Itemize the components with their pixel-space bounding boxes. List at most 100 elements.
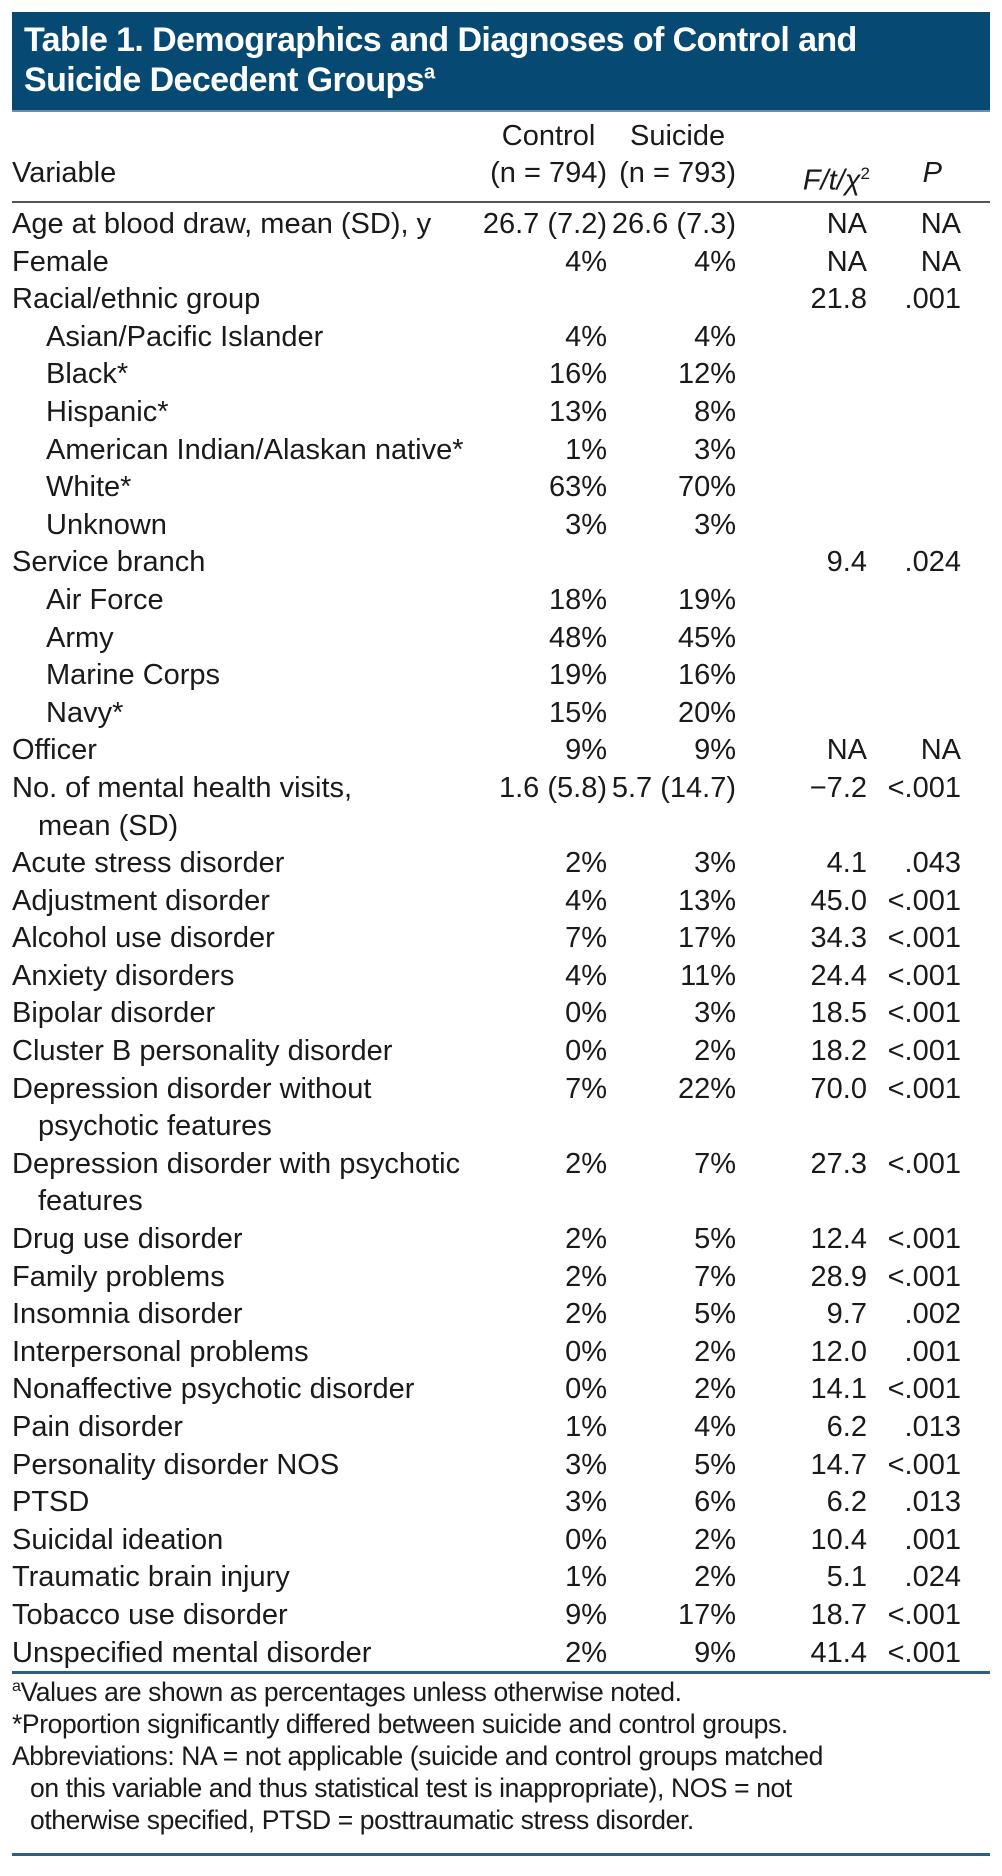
row-label: Service branch (12, 546, 206, 579)
control-value: 0% (565, 1523, 607, 1556)
control-value: 9% (565, 1598, 607, 1631)
row-label: features (38, 1185, 143, 1218)
table-row: Air Force 18% 19% (12, 582, 990, 620)
table-row: Alcohol use disorder 7% 17% 34.3 <.001 (12, 920, 990, 958)
suicide-value: 17% (677, 1598, 736, 1631)
stat-value: 6.2 (826, 1486, 867, 1519)
row-label: Army (46, 621, 114, 654)
stat-value: 12.0 (810, 1335, 867, 1368)
row-label: Bipolar disorder (12, 997, 216, 1030)
control-value: 1% (565, 433, 607, 466)
table-row: Nonaffective psychotic disorder 0% 2% 14.1 <… (12, 1371, 990, 1409)
table-row: Age at blood draw, mean (SD), y 26.7 (7.2… (12, 206, 990, 244)
stat-value: 9.4 (826, 546, 867, 579)
control-value: 2% (565, 847, 607, 880)
suicide-value: 7% (694, 1260, 736, 1293)
control-value: 3% (565, 1448, 607, 1481)
suicide-value: 26.6 (7.3) (611, 208, 736, 240)
stat-value: 70.0 (810, 1072, 867, 1105)
stat-value: 24.4 (810, 959, 867, 992)
suicide-value: 4% (694, 245, 736, 278)
stat-value: NA (826, 208, 867, 240)
p-value: <.001 (887, 1072, 961, 1105)
table-row: No. of mental health visits, mean (SD) 1.6… (12, 770, 990, 845)
control-value: 0% (565, 1035, 607, 1068)
table-row: Racial/ethnic group 21.8 .001 (12, 281, 990, 319)
control-value: 0% (565, 997, 607, 1030)
suicide-value: 2% (694, 1035, 736, 1068)
control-value: 1.6 (5.8) (499, 771, 607, 804)
p-value: <.001 (887, 1035, 961, 1068)
suicide-value: 4% (694, 1411, 736, 1443)
control-value: 1% (565, 1561, 607, 1594)
p-value: .024 (904, 546, 961, 579)
suicide-value: 3% (694, 847, 736, 880)
control-value: 2% (565, 1636, 607, 1669)
table-title: Table 1. Demographics and Diagnoses of C… (24, 21, 857, 99)
row-label: Air Force (46, 583, 164, 616)
control-value: 2% (565, 1147, 607, 1180)
table-title-band: Table 1. Demographics and Diagnoses of C… (12, 12, 990, 112)
p-value: <.001 (887, 959, 961, 992)
p-value: .001 (904, 1335, 961, 1368)
row-label: Unspecified mental disorder (12, 1636, 372, 1669)
row-label: Depression disorder with psychotic (12, 1147, 461, 1180)
stat-value: 18.2 (810, 1035, 867, 1068)
row-label: No. of mental health visits, (12, 771, 353, 804)
table-row: Service branch 9.4 .024 (12, 544, 990, 582)
row-label: Anxiety disorders (12, 959, 235, 992)
stat-value: 41.4 (810, 1636, 867, 1669)
row-label: Adjustment disorder (12, 884, 270, 917)
control-value: 13% (548, 395, 607, 428)
row-label: Age at blood draw, mean (SD), y (12, 208, 432, 240)
suicide-value: 16% (677, 659, 736, 692)
control-value: 2% (565, 1260, 607, 1293)
p-value: .001 (904, 283, 961, 316)
table-row: Tobacco use disorder 9% 17% 18.7 <.001 (12, 1597, 990, 1635)
control-value: 0% (565, 1373, 607, 1406)
p-value: .001 (904, 1523, 961, 1556)
p-value: <.001 (887, 1373, 961, 1406)
table-row: Family problems 2% 7% 28.9 <.001 (12, 1259, 990, 1297)
p-value: <.001 (887, 884, 961, 917)
suicide-value: 5% (694, 1298, 736, 1331)
row-label: Marine Corps (46, 659, 221, 692)
p-value: NA (920, 734, 961, 767)
p-value: <.001 (887, 1223, 961, 1256)
table-row: Navy* 15% 20% (12, 695, 990, 733)
col-suicide: Suicide (n = 793) (619, 120, 736, 189)
col-control: Control (n = 794) (490, 120, 607, 189)
footnotes: aValues are shown as percentages unless … (12, 1676, 990, 1836)
stat-value: 45.0 (810, 884, 867, 917)
control-value: 4% (565, 959, 607, 992)
table-row: Officer 9% 9% NA NA (12, 732, 990, 770)
table-row: Army 48% 45% (12, 620, 990, 658)
stat-value: NA (826, 245, 867, 278)
suicide-value: 9% (694, 1636, 736, 1669)
row-label: American Indian/Alaskan native* (46, 433, 464, 466)
table-header: Variable Control (n = 794) Suicide (n = … (12, 118, 990, 198)
suicide-value: 5% (694, 1223, 736, 1256)
row-label: PTSD (12, 1486, 90, 1519)
p-value: <.001 (887, 922, 961, 955)
p-value: NA (920, 208, 961, 240)
row-label: Pain disorder (12, 1411, 183, 1443)
p-value: .043 (904, 847, 961, 880)
row-label: Alcohol use disorder (12, 922, 275, 955)
stat-value: 28.9 (810, 1260, 867, 1293)
table-row: Anxiety disorders 4% 11% 24.4 <.001 (12, 958, 990, 996)
suicide-value: 19% (677, 583, 736, 616)
p-value: .002 (904, 1298, 961, 1331)
row-label: Hispanic* (46, 395, 169, 428)
suicide-value: 5% (694, 1448, 736, 1481)
table-row: Female 4% 4% NA NA (12, 244, 990, 282)
row-label: Tobacco use disorder (12, 1598, 288, 1631)
control-value: 9% (565, 734, 607, 767)
p-value: NA (920, 245, 961, 278)
row-label: Traumatic brain injury (12, 1561, 290, 1594)
table-row: Asian/Pacific Islander 4% 4% (12, 319, 990, 357)
row-label: Navy* (46, 696, 124, 729)
stat-value: 21.8 (810, 283, 867, 316)
p-value: <.001 (887, 1448, 961, 1481)
stat-value: 18.7 (810, 1598, 867, 1631)
